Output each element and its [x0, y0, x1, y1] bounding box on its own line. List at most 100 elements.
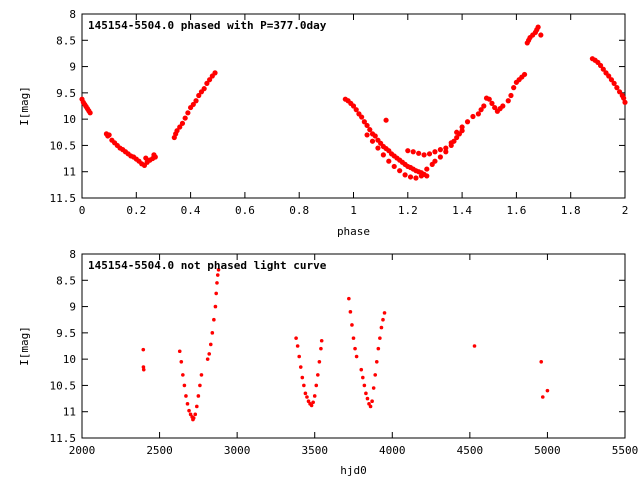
data-point: [361, 375, 365, 380]
unphased-light-curve-panel: 2000 2500 3000 3500 4000 4500 5000 5500 8 8.5 9 9.5…: [18, 248, 638, 477]
data-point: [174, 128, 180, 134]
data-point: [373, 373, 378, 377]
data-point: [295, 344, 300, 348]
data-point: [379, 325, 384, 330]
data-point: [181, 373, 185, 377]
data-point: [215, 273, 220, 277]
data-point: [459, 124, 465, 130]
data-point: [375, 145, 381, 151]
data-point: [545, 388, 550, 393]
data-point: [210, 331, 215, 335]
data-point: [196, 394, 201, 398]
data-point: [367, 127, 373, 133]
x-tick-label: 0.8: [289, 204, 309, 217]
data-point: [372, 133, 378, 139]
data-point: [195, 404, 199, 409]
x-tick-label: 1: [350, 204, 357, 217]
data-point: [190, 101, 196, 108]
data-point: [182, 115, 188, 121]
data-point: [381, 317, 385, 322]
data-point: [185, 402, 190, 406]
data-point: [362, 383, 367, 388]
data-point: [369, 138, 376, 144]
data-point: [521, 71, 528, 78]
data-point: [622, 99, 628, 105]
data-point: [306, 399, 311, 404]
data-point: [350, 323, 354, 327]
data-point: [106, 132, 112, 138]
x-tick-label: 5000: [534, 444, 561, 457]
data-point: [364, 391, 368, 396]
data-point: [374, 359, 379, 364]
data-point: [359, 114, 365, 120]
data-point: [354, 354, 359, 359]
data-point: [470, 113, 476, 120]
data-point: [410, 149, 416, 155]
data-point: [443, 149, 449, 155]
data-point: [391, 163, 397, 170]
data-point: [454, 129, 460, 135]
data-point: [187, 408, 191, 413]
data-point: [378, 336, 382, 340]
data-point: [413, 175, 419, 181]
plot-frame: [81, 253, 626, 439]
data-point: [305, 395, 309, 399]
data-point: [184, 394, 188, 398]
data-point: [207, 352, 212, 356]
x-tick-label: 1.6: [506, 204, 526, 217]
data-point: [367, 402, 371, 406]
data-point: [380, 152, 386, 158]
y-tick-label: 11.5: [50, 192, 77, 205]
data-point: [300, 375, 305, 380]
x-tick-label: 5500: [612, 444, 639, 457]
y-tick-label: 10.5: [50, 379, 77, 392]
data-point: [177, 349, 182, 354]
x-tick-label: 3000: [224, 444, 251, 457]
data-point: [424, 173, 430, 179]
x-axis-title: phase: [337, 225, 370, 238]
data-point: [199, 373, 204, 377]
data-point: [303, 391, 308, 396]
data-point: [185, 110, 191, 116]
data-point: [448, 140, 454, 146]
data-point: [309, 403, 314, 408]
x-tick-label: 0.4: [181, 204, 201, 217]
data-point: [432, 149, 438, 155]
data-point: [424, 166, 430, 172]
x-axis-title: hjd0: [340, 464, 367, 477]
x-tick-label: 3500: [301, 444, 328, 457]
data-point: [215, 281, 219, 285]
data-point: [371, 386, 376, 390]
data-point: [508, 92, 514, 99]
data-point: [212, 317, 216, 322]
data-point: [361, 119, 367, 125]
data-point: [538, 32, 544, 38]
data-point: [365, 396, 370, 401]
phased-light-curve-panel: 0 0.2 0.4 0.6 0.8 1 1.2 1.4 1.6 1.8 2 8 8.5 9 9.5 10 10.…: [18, 8, 628, 238]
y-tick-label: 11.5: [50, 432, 77, 445]
data-point: [312, 394, 317, 398]
x-tick-label: 2: [622, 204, 629, 217]
data-point: [402, 172, 408, 178]
data-point: [208, 342, 213, 347]
data-point: [193, 412, 198, 417]
y-tick-label: 11: [63, 406, 76, 419]
data-point: [179, 120, 186, 126]
y-tick-label: 9.5: [56, 327, 76, 340]
data-point: [348, 310, 353, 314]
data-point: [179, 359, 184, 364]
data-point: [364, 122, 370, 129]
data-point: [382, 311, 387, 315]
x-tick-label: 0.6: [235, 204, 255, 217]
y-tick-label: 11: [63, 166, 76, 179]
data-point: [196, 92, 202, 99]
y-tick-label: 10: [63, 353, 76, 366]
data-point: [540, 395, 545, 399]
data-point: [353, 107, 359, 113]
data-point: [421, 152, 427, 158]
data-point: [407, 174, 414, 180]
data-point: [351, 336, 356, 340]
data-point: [616, 89, 623, 95]
data-point: [405, 148, 411, 154]
